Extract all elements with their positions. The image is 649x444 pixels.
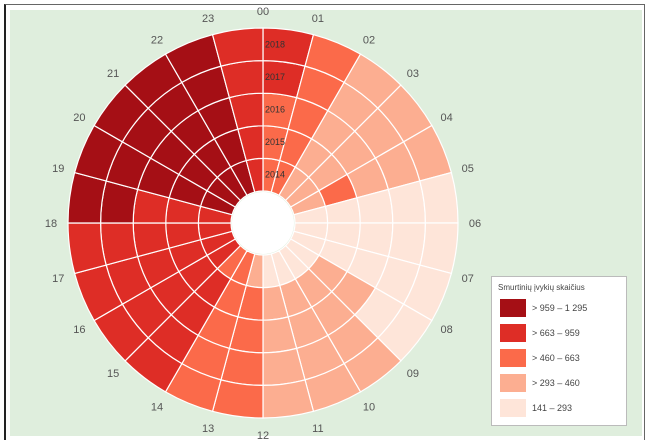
hour-label-04: 04	[440, 112, 452, 124]
hour-label-12: 12	[257, 430, 269, 442]
hour-label-23: 23	[202, 13, 214, 25]
figure-frame	[4, 4, 645, 440]
legend: Smurtinių įvykių skaičius > 959 – 1 295 >…	[491, 276, 627, 426]
hour-label-18: 18	[45, 218, 57, 230]
year-label-2016: 2016	[265, 105, 285, 115]
legend-label: > 293 – 460	[532, 378, 580, 388]
hour-label-14: 14	[151, 402, 163, 414]
hour-label-20: 20	[73, 112, 85, 124]
cell-hour-23-year-2018	[211, 27, 264, 67]
legend-label: 141 – 293	[532, 403, 573, 413]
cell-hour-05-year-2018	[419, 171, 459, 224]
legend-swatch	[500, 324, 526, 342]
hour-label-10: 10	[363, 402, 375, 414]
heatmap-cells	[67, 27, 459, 419]
hour-label-00: 00	[257, 6, 269, 18]
year-label-2017: 2017	[265, 72, 285, 82]
legend-swatch	[500, 399, 526, 417]
hour-label-11: 11	[312, 423, 323, 435]
hour-label-13: 13	[202, 423, 214, 435]
cell-hour-06-year-2018	[419, 222, 459, 275]
legend-swatch	[500, 299, 526, 317]
legend-item: > 293 – 460	[500, 374, 624, 392]
hour-label-21: 21	[107, 68, 119, 80]
hour-label-22: 22	[151, 34, 163, 46]
hour-label-16: 16	[73, 324, 85, 336]
cell-hour-18-year-2018	[67, 171, 107, 224]
legend-label: > 663 – 959	[532, 328, 580, 338]
legend-swatch	[500, 349, 526, 367]
hour-label-02: 02	[363, 34, 375, 46]
hour-label-08: 08	[440, 324, 452, 336]
year-label-2018: 2018	[265, 39, 285, 49]
cell-hour-17-year-2018	[67, 222, 107, 275]
hour-label-15: 15	[107, 368, 119, 380]
legend-label: > 959 – 1 295	[532, 303, 588, 313]
cell-hour-12-year-2018	[211, 379, 264, 419]
legend-item: > 959 – 1 295	[500, 299, 624, 317]
legend-item: 141 – 293	[500, 399, 624, 417]
legend-swatch	[500, 374, 526, 392]
center-hole	[232, 192, 294, 254]
hour-label-03: 03	[407, 68, 419, 80]
hour-label-01: 01	[312, 13, 324, 25]
hour-labels: 00 01 02 03 04 05 06 07 08 09 10 11 12 13 14 15 16 17 18 19…	[45, 6, 481, 442]
hour-label-07: 07	[462, 273, 474, 285]
legend-label: > 460 – 663	[532, 353, 580, 363]
legend-item: > 663 – 959	[500, 324, 624, 342]
year-label-2015: 2015	[265, 137, 285, 147]
hour-label-09: 09	[407, 368, 419, 380]
legend-title: Smurtinių įvykių skaičius	[498, 283, 585, 292]
hour-label-17: 17	[52, 273, 64, 285]
hour-label-05: 05	[462, 163, 474, 175]
legend-item: > 460 – 663	[500, 349, 624, 367]
hour-label-06: 06	[469, 218, 481, 230]
year-labels: 2014 2015 2016 2017 2018	[265, 39, 285, 179]
cell-hour-11-year-2018	[262, 379, 315, 419]
hour-label-19: 19	[52, 163, 64, 175]
year-label-2014: 2014	[265, 170, 285, 180]
